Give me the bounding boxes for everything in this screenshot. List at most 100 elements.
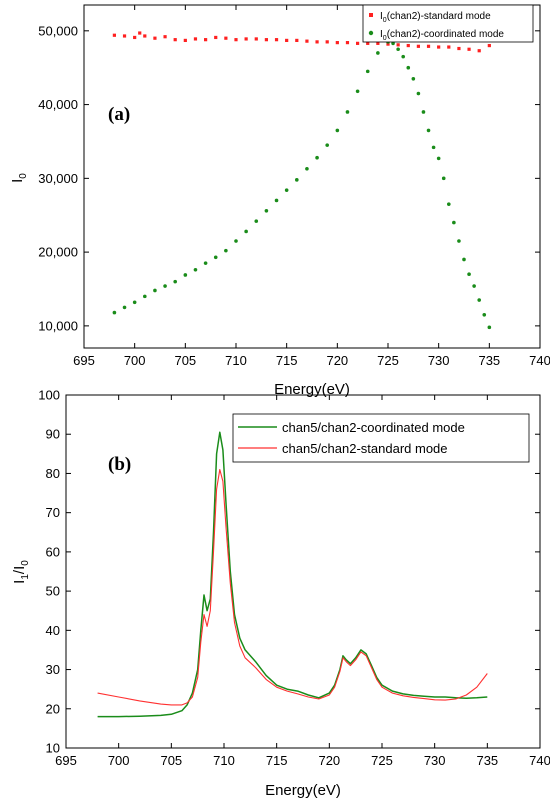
coordinated-mode-point <box>254 219 259 223</box>
coordinated-mode-point <box>193 268 198 272</box>
coordinated-mode-point <box>295 178 299 182</box>
coordinated-mode-point <box>234 239 238 243</box>
coordinated-mode-point <box>406 65 411 70</box>
coordinated-mode-point <box>345 110 350 114</box>
standard-mode-point <box>437 45 441 49</box>
standard-mode-point <box>133 35 137 40</box>
legend-entry-coordinated-rest: (chan2)-coordinated mode <box>387 29 505 40</box>
standard-mode-point <box>163 35 167 39</box>
standard-mode-point <box>376 41 380 45</box>
panel-b-y-axis-label-subscript-2: 0 <box>20 560 31 566</box>
panel-b-y-axis-label-mid: /I <box>11 566 28 574</box>
coordinated-mode-point <box>447 202 451 206</box>
standard-mode-point <box>153 36 157 40</box>
panel-a-y-tick-label: 30,000 <box>38 171 78 186</box>
coordinated-mode-point <box>153 288 157 293</box>
legend-entry-standard-subscript: 0 <box>383 17 387 24</box>
panel-b-plot-frame <box>65 394 541 749</box>
coordinated-mode-point <box>431 145 436 150</box>
coordinated-mode-point <box>284 188 289 192</box>
coordinated-mode-point <box>376 51 380 55</box>
panel-a-plot-frame <box>83 4 541 349</box>
standard-mode-point <box>122 34 127 38</box>
coordinated-mode-point <box>365 69 370 74</box>
panel-a-x-tick-label: 710 <box>225 353 247 368</box>
panel-a-y-tick-label: 50,000 <box>38 23 78 38</box>
panel-b-y-tick-label: 100 <box>38 388 60 403</box>
standard-mode-point <box>234 38 238 42</box>
panel-b-y-tick-label: 80 <box>46 466 60 481</box>
panel-a-legend-box <box>362 4 534 43</box>
coordinated-mode-point <box>482 313 487 317</box>
standard-mode-point <box>325 40 329 44</box>
panel-a-y-tick-label: 20,000 <box>38 245 78 260</box>
coordinated-mode-point <box>224 248 228 253</box>
panel-a-x-tick-label: 740 <box>529 353 550 368</box>
standard-mode-point <box>447 45 451 49</box>
coordinated-mode-point <box>132 300 137 305</box>
panel-b-y-tick-label: 20 <box>46 701 60 716</box>
coordinated-mode-point <box>396 47 400 52</box>
panel-a-data-layer <box>112 31 492 330</box>
coordinated-mode-point <box>401 54 406 59</box>
panel-a-y-axis-label-main: I <box>9 179 26 183</box>
coordinated-mode-point <box>441 176 446 181</box>
standard-mode-point <box>204 38 208 42</box>
standard-mode-point <box>386 42 390 46</box>
standard-mode-point <box>214 35 218 40</box>
coordinated-mode-point <box>112 310 117 315</box>
coordinated-mode-point <box>426 128 431 133</box>
standard-mode-point <box>193 37 198 41</box>
panel-a-y-axis-label-subscript: 0 <box>18 173 29 179</box>
standard-mode-ratio-line <box>97 468 488 706</box>
standard-mode-point <box>335 41 339 45</box>
panel-b-x-axis-label: Energy(eV) <box>265 782 341 799</box>
panel-a-y-axis-label: I0 <box>9 173 29 183</box>
panel-b-x-tick-label: 695 <box>55 753 77 768</box>
legend-marker-coordinated <box>368 30 374 36</box>
standard-mode-point <box>143 34 147 38</box>
coordinated-mode-point <box>467 272 471 277</box>
standard-mode-point <box>138 31 142 35</box>
coordinated-mode-point <box>355 89 360 94</box>
coordinated-mode-point <box>305 166 309 171</box>
coordinated-mode-point <box>143 294 147 299</box>
standard-mode-point <box>426 44 431 48</box>
coordinated-mode-point <box>411 76 416 81</box>
standard-mode-point <box>305 39 309 43</box>
panel-a-y-tick-label: 10,000 <box>38 318 78 333</box>
coordinated-mode-point <box>183 273 188 277</box>
panel-b-label: (b) <box>108 454 131 475</box>
standard-mode-point <box>295 38 299 43</box>
panel-a-x-tick-label: 735 <box>478 353 500 368</box>
standard-mode-point <box>487 43 491 48</box>
legend-entry-standard-ratio: chan5/chan2-standard mode <box>282 441 448 456</box>
panel-b-y-axis-label-main: I <box>11 580 28 584</box>
panel-b-y-tick-label: 60 <box>46 544 60 559</box>
standard-mode-point <box>285 38 289 43</box>
panel-b-y-axis-label: I1/I0 <box>11 560 31 584</box>
standard-mode-point <box>477 49 481 53</box>
panel-b-y-axis-label-subscript-1: 1 <box>20 574 31 580</box>
standard-mode-point <box>416 44 420 48</box>
coordinated-mode-point <box>436 156 441 161</box>
legend-entry-coordinated: I0(chan2)-coordinated mode <box>380 29 504 42</box>
standard-mode-point <box>254 37 258 41</box>
panel-a-x-tick-label: 720 <box>326 353 348 368</box>
standard-mode-point <box>183 38 187 43</box>
panel-b-legend-box <box>232 413 530 463</box>
legend-marker-standard <box>369 13 373 17</box>
panel-a-y-tick-label: 40,000 <box>38 97 78 112</box>
legend-entry-coordinated-main: I <box>380 29 383 40</box>
standard-mode-point <box>264 38 268 42</box>
panel-b-ticks: 695 700 705 710 715 720 725 730 735 740 10 20 30 40 50… <box>38 388 550 769</box>
standard-mode-point <box>274 38 279 42</box>
coordinated-mode-point <box>477 298 482 302</box>
legend-entry-standard-main: I <box>380 11 383 22</box>
panel-b-x-tick-label: 700 <box>108 753 130 768</box>
coordinated-mode-point <box>213 255 218 260</box>
standard-mode-point <box>467 47 471 51</box>
coordinated-mode-point <box>274 198 279 203</box>
coordinated-mode-point <box>487 325 492 330</box>
